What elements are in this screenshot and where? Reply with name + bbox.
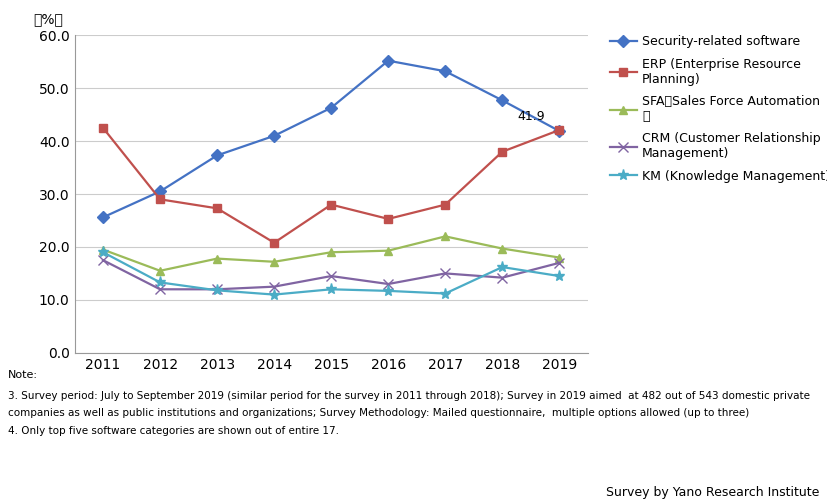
Text: 4. Only top five software categories are shown out of entire 17.: 4. Only top five software categories are… — [8, 426, 339, 436]
Text: （%）: （%） — [33, 12, 63, 26]
Text: companies as well as public institutions and organizations; Survey Methodology: : companies as well as public institutions… — [8, 408, 748, 418]
Text: 3. Survey period: July to September 2019 (similar period for the survey in 2011 : 3. Survey period: July to September 2019… — [8, 391, 810, 401]
Text: 41.9: 41.9 — [517, 110, 545, 123]
Text: Survey by Yano Research Institute: Survey by Yano Research Institute — [605, 486, 819, 499]
Text: Note:: Note: — [8, 370, 38, 381]
Legend: Security-related software, ERP (Enterprise Resource
Planning), SFA（Sales Force A: Security-related software, ERP (Enterpri… — [609, 35, 827, 182]
